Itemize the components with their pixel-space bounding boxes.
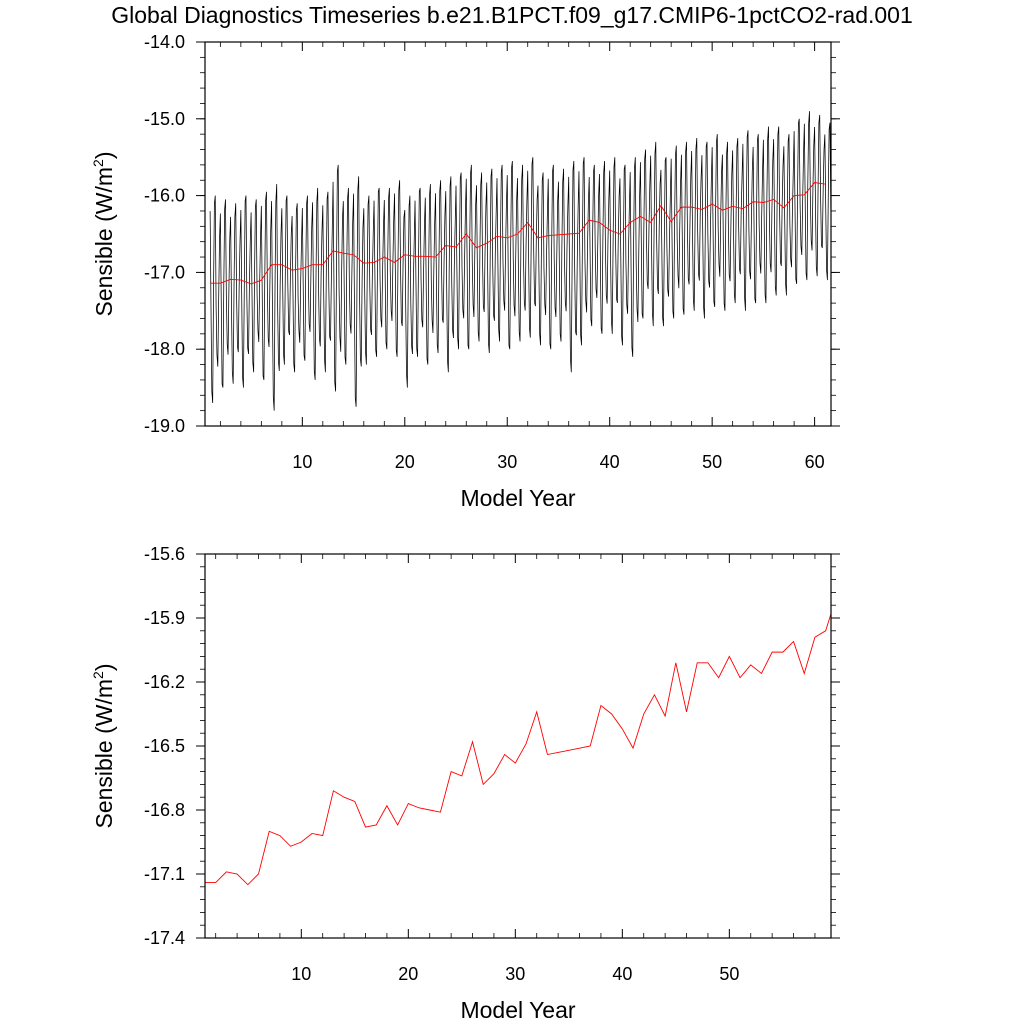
- y-axis-label: Sensible (W/m2): [90, 151, 117, 316]
- x-tick-label: 10: [291, 964, 311, 984]
- y-tick-label: -17.0: [144, 262, 185, 282]
- y-tick-label: -16.2: [144, 672, 185, 692]
- x-tick-label: 30: [505, 964, 525, 984]
- y-tick-label: -15.0: [144, 109, 185, 129]
- y-tick-label: -15.6: [144, 544, 185, 564]
- x-tick-label: 60: [805, 452, 825, 472]
- x-tick-label: 40: [600, 452, 620, 472]
- x-tick-label: 40: [612, 964, 632, 984]
- y-tick-label: -18.0: [144, 339, 185, 359]
- y-tick-label: -14.0: [144, 32, 185, 52]
- y-tick-label: -19.0: [144, 416, 185, 436]
- y-axis-label: Sensible (W/m2): [90, 663, 117, 828]
- x-tick-label: 30: [497, 452, 517, 472]
- x-tick-label: 50: [719, 964, 739, 984]
- top-panel: 10 20 30 40 50 60 -19.0 -18.0 -17.0 -16.0 -15.0 -14…: [90, 32, 840, 511]
- x-tick-label: 20: [395, 452, 415, 472]
- plot-frame: [204, 41, 832, 427]
- x-tick-label: 20: [398, 964, 418, 984]
- x-axis-label: Model Year: [460, 997, 575, 1023]
- annual-series-line: [210, 182, 825, 285]
- plot-frame: [204, 553, 832, 939]
- annual-series-line: [205, 612, 831, 886]
- y-tick-label: -17.4: [144, 928, 185, 948]
- y-tick-label: -15.9: [144, 608, 185, 628]
- y-tick-label: -16.0: [144, 186, 185, 206]
- bottom-panel: 10 20 30 40 50 -17.4 -17.1 -16.8 -16.5 -16.2 -15.9…: [90, 544, 840, 1023]
- x-tick-label: 50: [702, 452, 722, 472]
- y-tick-label: -16.5: [144, 736, 185, 756]
- y-tick-label: -16.8: [144, 800, 185, 820]
- monthly-series-line: [209, 111, 831, 411]
- x-tick-label: 10: [292, 452, 312, 472]
- page-title: Global Diagnostics Timeseries b.e21.B1PC…: [111, 2, 913, 28]
- y-tick-label: -17.1: [144, 864, 185, 884]
- x-axis-label: Model Year: [460, 485, 575, 511]
